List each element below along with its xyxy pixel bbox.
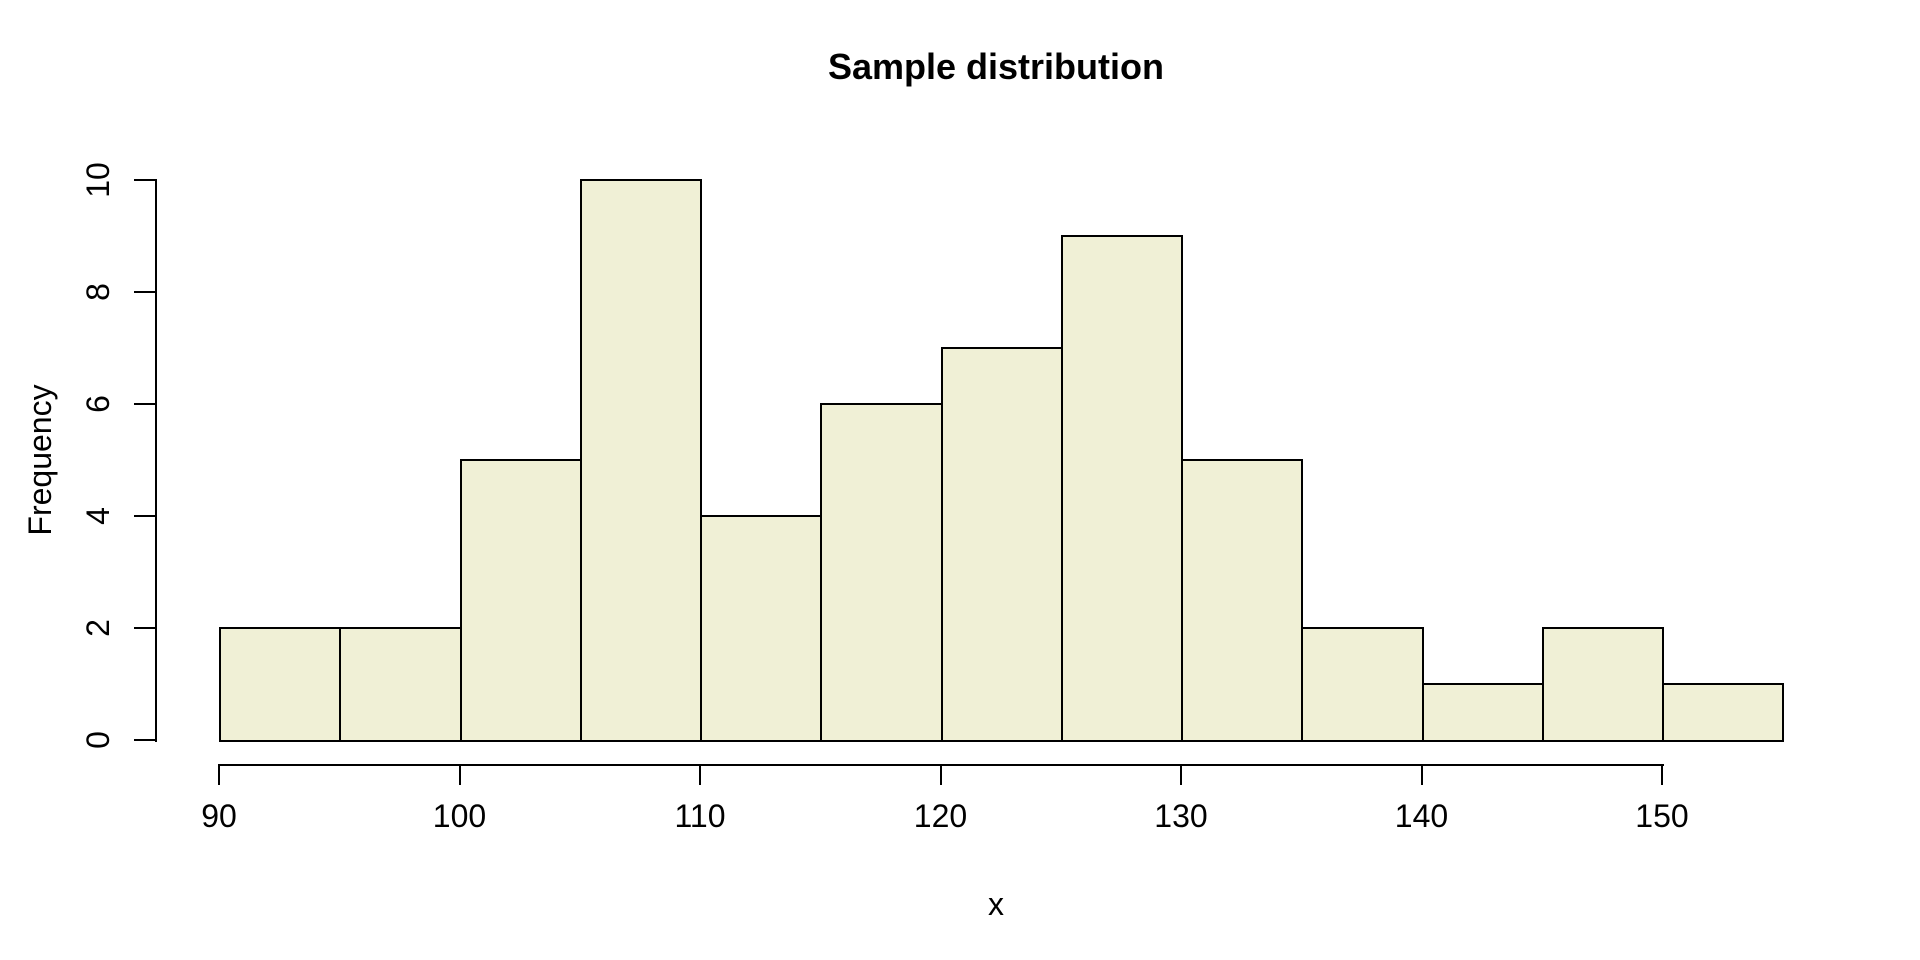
y-axis-tick xyxy=(134,179,155,181)
histogram-bar xyxy=(940,347,1063,742)
x-axis-tick-label: 100 xyxy=(432,798,487,834)
histogram-bar xyxy=(1181,459,1304,742)
y-axis-tick-label: 0 xyxy=(80,731,116,749)
y-axis-tick-label: 4 xyxy=(80,507,116,525)
x-axis-tick-label: 110 xyxy=(674,798,726,834)
y-axis-tick xyxy=(134,291,155,293)
histogram-bar xyxy=(1060,235,1183,742)
x-axis-tick xyxy=(1661,764,1663,785)
histogram-bar xyxy=(219,627,342,742)
x-axis-line xyxy=(219,764,1664,766)
x-axis-tick xyxy=(699,764,701,785)
x-axis-tick-label: 120 xyxy=(913,798,968,834)
chart-title: Sample distribution xyxy=(827,46,1165,87)
histogram-bar xyxy=(579,179,702,742)
y-axis-tick xyxy=(134,627,155,629)
histogram-bar xyxy=(339,627,462,742)
histogram-bar xyxy=(820,403,943,742)
y-axis-title: Frequency xyxy=(22,384,58,536)
x-axis-tick xyxy=(1420,764,1423,785)
y-axis-line xyxy=(155,179,157,742)
x-axis-tick xyxy=(458,764,461,785)
x-axis-tick-label: 90 xyxy=(201,798,237,834)
y-axis-tick-label: 2 xyxy=(80,619,116,637)
histogram-bar xyxy=(1421,683,1544,742)
y-axis-tick xyxy=(134,515,155,517)
x-axis-tick-label: 140 xyxy=(1394,798,1449,834)
y-axis-tick xyxy=(134,739,155,741)
x-axis-tick xyxy=(1180,764,1182,785)
y-axis-tick xyxy=(134,403,155,405)
y-axis-tick-label: 8 xyxy=(80,283,116,301)
histogram-bar xyxy=(1541,627,1664,742)
histogram-bar xyxy=(459,459,582,742)
x-axis-tick-label: 150 xyxy=(1635,798,1689,834)
histogram-bar xyxy=(700,515,823,742)
x-axis-tick-label: 130 xyxy=(1154,798,1208,834)
histogram-bar xyxy=(1662,683,1785,742)
y-axis-tick-label: 10 xyxy=(80,162,116,198)
x-axis-title: x xyxy=(988,886,1004,922)
x-axis-tick xyxy=(939,764,942,785)
x-axis-tick xyxy=(218,764,220,785)
y-axis-tick-label: 6 xyxy=(80,395,116,413)
histogram-bar xyxy=(1301,627,1424,742)
